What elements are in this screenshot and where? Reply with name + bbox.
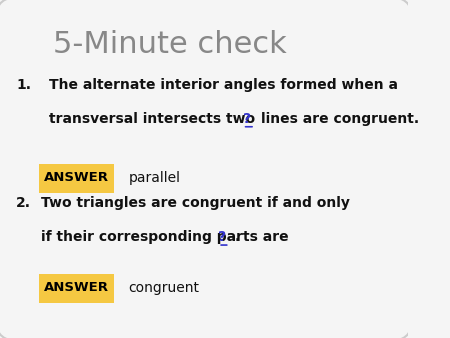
Text: transversal intersects two: transversal intersects two bbox=[49, 112, 255, 125]
Text: Two triangles are congruent if and only: Two triangles are congruent if and only bbox=[41, 196, 350, 210]
Text: ANSWER: ANSWER bbox=[44, 171, 109, 184]
Text: parallel: parallel bbox=[129, 171, 180, 185]
Text: 5-Minute check: 5-Minute check bbox=[53, 30, 287, 59]
Text: The alternate interior angles formed when a: The alternate interior angles formed whe… bbox=[49, 78, 398, 92]
Text: congruent: congruent bbox=[129, 281, 199, 295]
FancyBboxPatch shape bbox=[39, 274, 114, 303]
Text: ANSWER: ANSWER bbox=[44, 281, 109, 294]
Text: .: . bbox=[234, 230, 240, 244]
FancyBboxPatch shape bbox=[0, 0, 412, 338]
Text: ?: ? bbox=[243, 112, 251, 125]
FancyBboxPatch shape bbox=[39, 164, 114, 193]
Text: ?: ? bbox=[218, 230, 226, 244]
Text: lines are congruent.: lines are congruent. bbox=[261, 112, 419, 125]
Text: 2.: 2. bbox=[16, 196, 32, 210]
Text: if their corresponding parts are: if their corresponding parts are bbox=[41, 230, 288, 244]
Text: 1.: 1. bbox=[16, 78, 32, 92]
